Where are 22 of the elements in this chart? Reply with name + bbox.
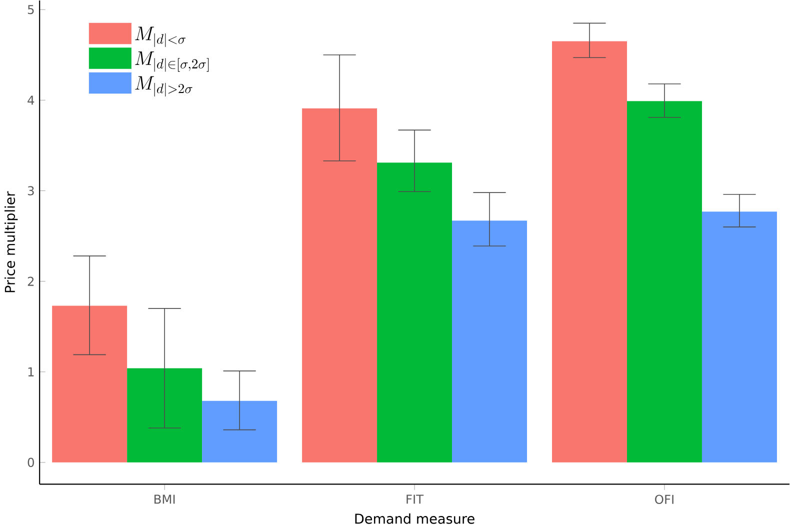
bar	[302, 108, 378, 462]
x-tick-label: BMI	[154, 494, 175, 504]
y-tick-label: 2	[28, 276, 34, 286]
bar	[552, 41, 627, 462]
y-tick-label: 1	[28, 367, 34, 376]
x-tick-label: OFI	[655, 494, 674, 504]
bar	[452, 220, 528, 462]
x-axis-title: Demand measure	[355, 513, 474, 524]
x-tick-label: FIT	[406, 494, 424, 504]
bar	[626, 100, 702, 462]
y-tick-label: 5	[28, 4, 34, 14]
bar	[702, 211, 777, 462]
y-tick-label: 0	[28, 458, 34, 467]
bar	[52, 306, 128, 462]
y-tick-label: 4	[28, 96, 34, 104]
y-tick-label: 3	[28, 186, 34, 196]
legend-label: $M_{|d|>2\sigma}$	[135, 76, 192, 96]
y-axis-title: Price multiplier	[4, 191, 18, 292]
bar	[202, 400, 278, 462]
legend-label: $M_{|d|\in [\sigma, 2\sigma]}$	[135, 51, 209, 72]
bar	[377, 162, 452, 462]
legend-label: $M_{|d|<\sigma}$	[135, 26, 186, 47]
